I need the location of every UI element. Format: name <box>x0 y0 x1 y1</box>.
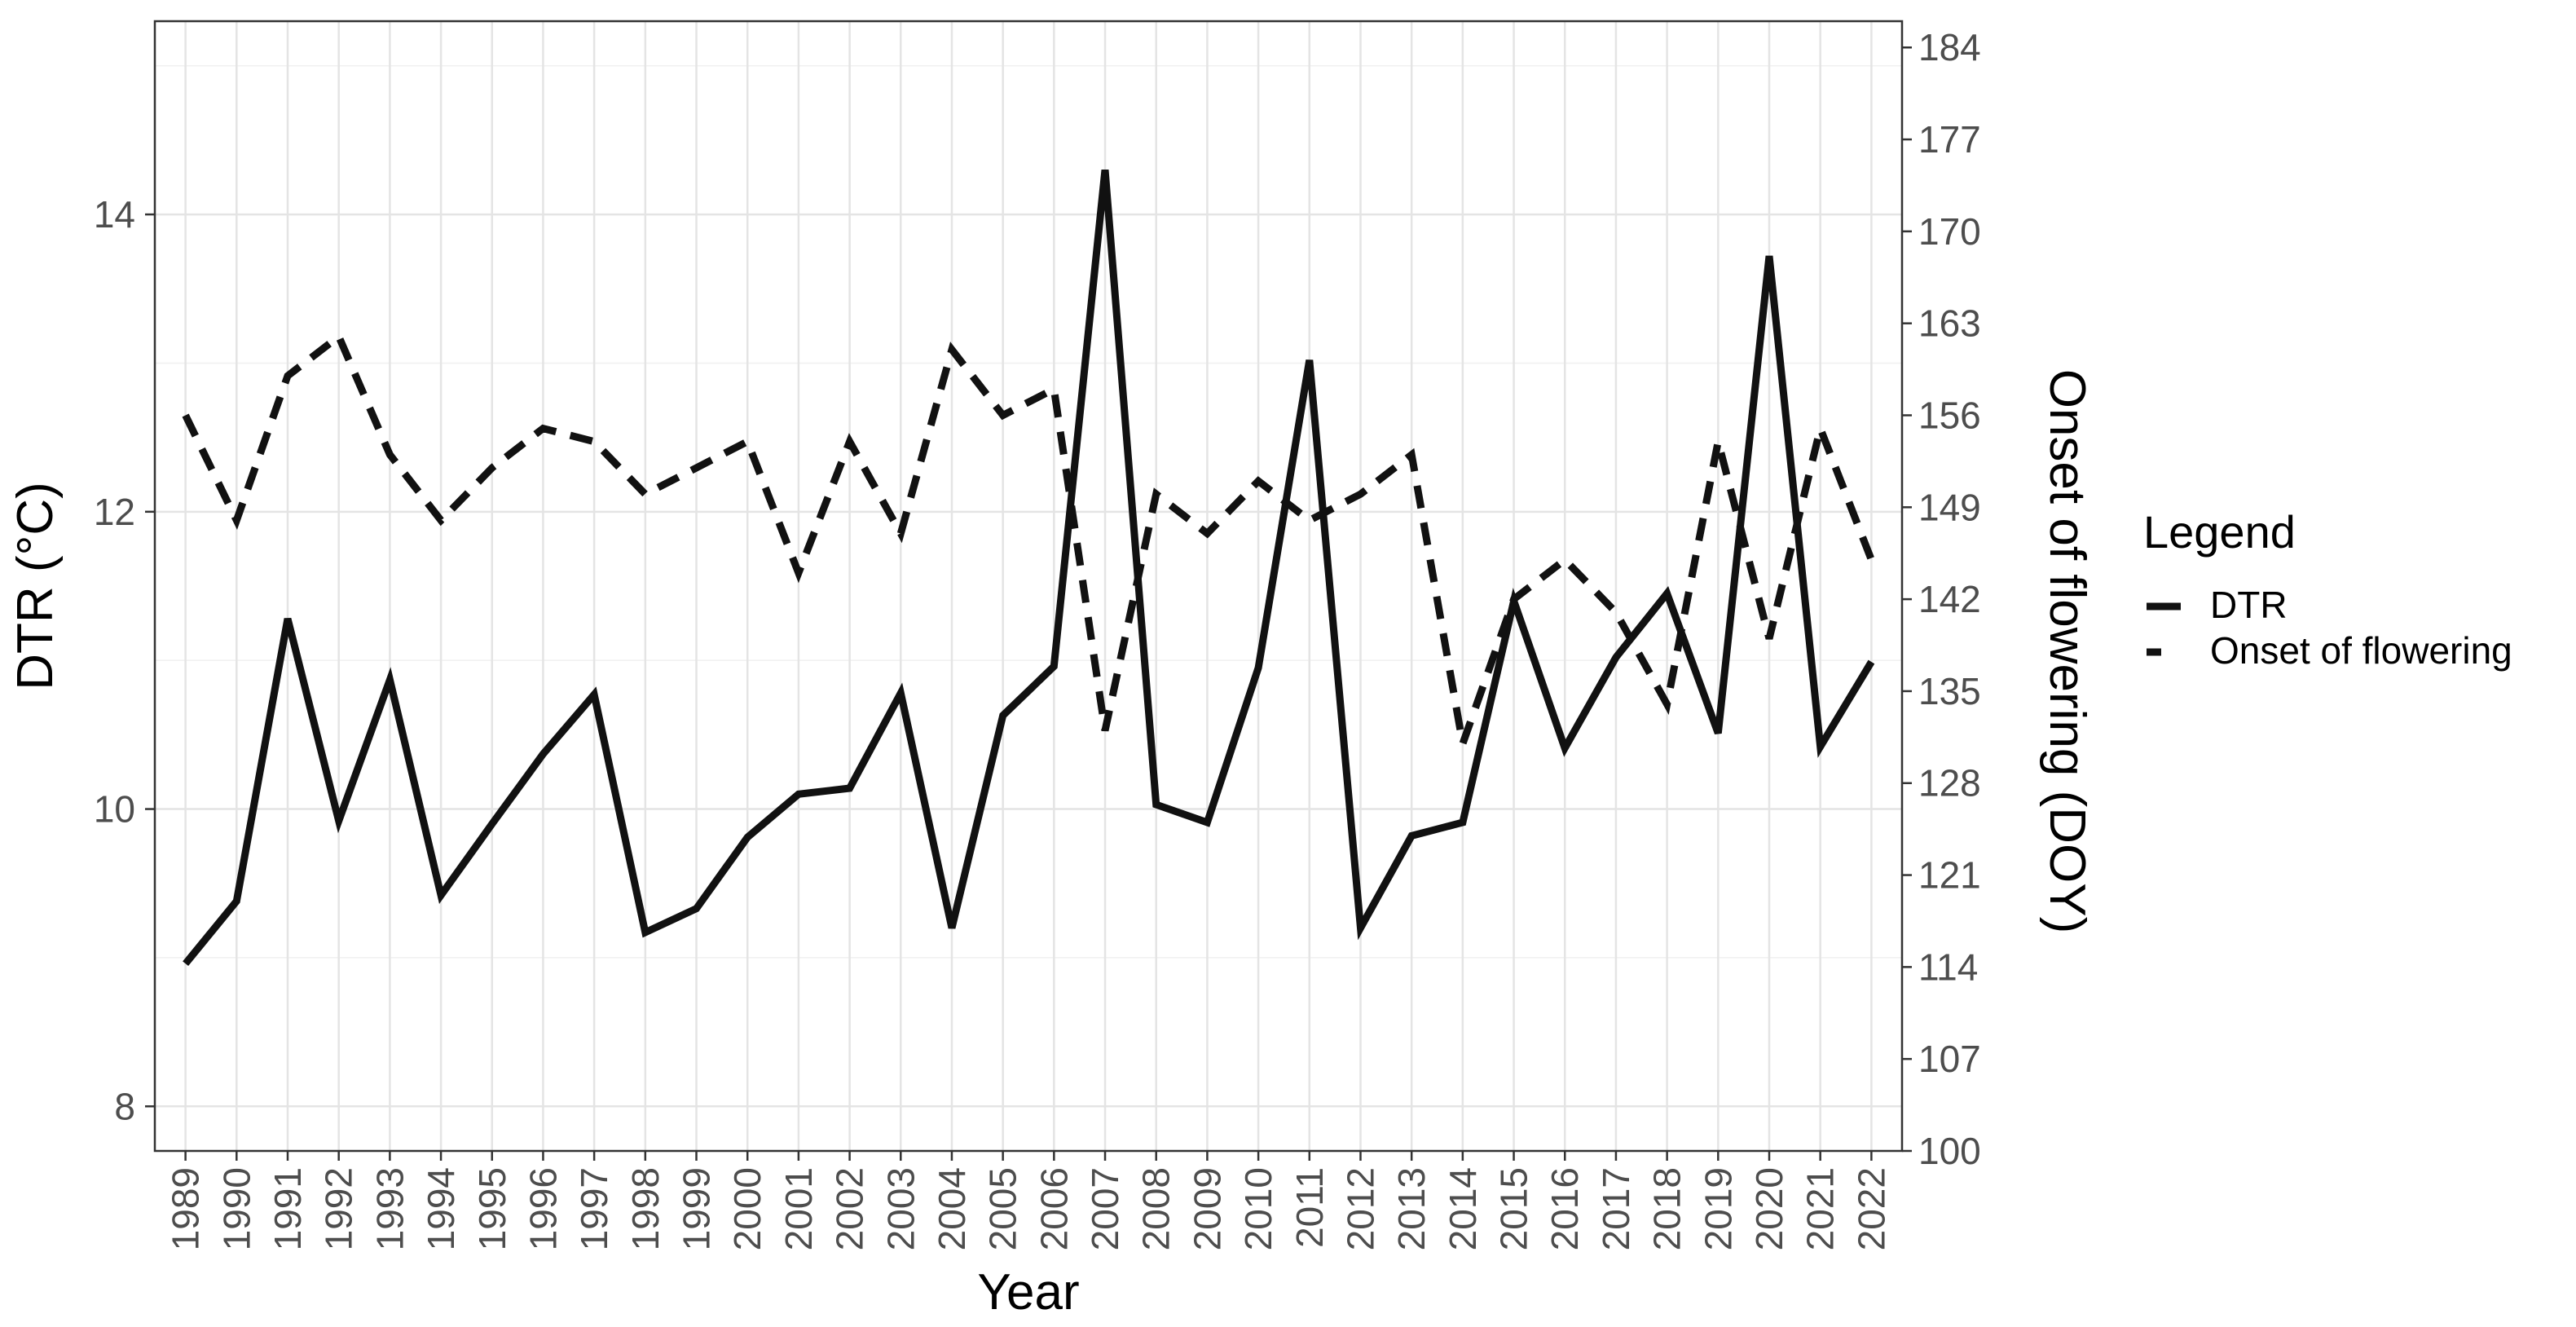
legend-label-dtr: DTR <box>2210 584 2288 626</box>
x-tick-label: 2022 <box>1850 1167 1892 1250</box>
x-tick-label: 1998 <box>624 1167 667 1250</box>
y2-tick-label: 149 <box>1918 486 1981 528</box>
x-tick-label: 2018 <box>1646 1167 1689 1250</box>
y2-tick-label: 100 <box>1918 1130 1981 1172</box>
x-tick-label: 2006 <box>1033 1167 1075 1250</box>
x-tick-label: 2000 <box>726 1167 768 1250</box>
x-tick-label: 1995 <box>471 1167 513 1250</box>
y2-tick-label: 114 <box>1918 946 1978 988</box>
y2-tick-label: 177 <box>1918 118 1981 161</box>
series-line-onset-of-flowering <box>182 330 1875 759</box>
y2-tick-label: 128 <box>1918 762 1981 805</box>
x-tick-label: 2020 <box>1748 1167 1790 1250</box>
x-tick-label: 2015 <box>1493 1167 1535 1250</box>
x-tick-label: 1989 <box>165 1167 207 1250</box>
y2-tick-label: 135 <box>1918 670 1981 712</box>
x-tick-label: 1996 <box>522 1167 564 1250</box>
x-tick-label: 2001 <box>777 1167 820 1250</box>
y2-axis-title: Onset of flowering (DOY) <box>2039 369 2095 934</box>
x-tick-label: 2002 <box>829 1167 871 1250</box>
y2-tick-label: 170 <box>1918 210 1981 253</box>
y2-tick-label: 156 <box>1918 394 1981 436</box>
x-tick-label: 2016 <box>1543 1167 1586 1250</box>
x-tick-label: 1990 <box>215 1167 258 1250</box>
y2-tick-label: 121 <box>1918 854 1981 897</box>
legend-title: Legend <box>2143 506 2296 558</box>
y2-tick-label: 184 <box>1918 26 1981 68</box>
x-tick-label: 2004 <box>931 1167 973 1250</box>
x-tick-label: 2014 <box>1442 1167 1484 1250</box>
y2-tick-label: 163 <box>1918 302 1981 345</box>
x-tick-label: 1994 <box>420 1167 462 1250</box>
x-tick-label: 2012 <box>1339 1167 1381 1250</box>
x-tick-label: 1997 <box>573 1167 615 1250</box>
legend-label-onset-of-flowering: Onset of flowering <box>2210 629 2512 672</box>
y2-tick-label: 142 <box>1918 578 1981 620</box>
x-tick-label: 2013 <box>1390 1167 1433 1250</box>
y-tick-label: 8 <box>114 1085 135 1127</box>
y-tick-label: 14 <box>94 193 135 236</box>
x-tick-label: 2017 <box>1595 1167 1637 1250</box>
y2-tick-label: 107 <box>1918 1038 1981 1080</box>
y-tick-label: 10 <box>94 788 135 831</box>
x-tick-label: 1993 <box>368 1167 411 1250</box>
y-axis-title: DTR (°C) <box>7 482 64 690</box>
x-tick-label: 2009 <box>1186 1167 1228 1250</box>
x-tick-label: 1999 <box>676 1167 718 1250</box>
x-tick-label: 2010 <box>1237 1167 1279 1250</box>
x-tick-label: 1992 <box>318 1167 360 1250</box>
series-line-dtr <box>183 169 1875 967</box>
x-tick-label: 2011 <box>1288 1167 1331 1248</box>
x-tick-label: 2008 <box>1135 1167 1178 1250</box>
x-tick-label: 2005 <box>982 1167 1024 1250</box>
x-tick-label: 2021 <box>1799 1167 1842 1250</box>
x-tick-label: 2007 <box>1084 1167 1126 1250</box>
plot-border <box>153 20 1904 1153</box>
x-tick-label: 2019 <box>1697 1167 1739 1250</box>
x-tick-label: 1991 <box>266 1167 309 1250</box>
x-tick-label: 2003 <box>879 1167 922 1250</box>
y-tick-label: 12 <box>94 491 135 533</box>
x-axis-title: Year <box>977 1264 1079 1320</box>
